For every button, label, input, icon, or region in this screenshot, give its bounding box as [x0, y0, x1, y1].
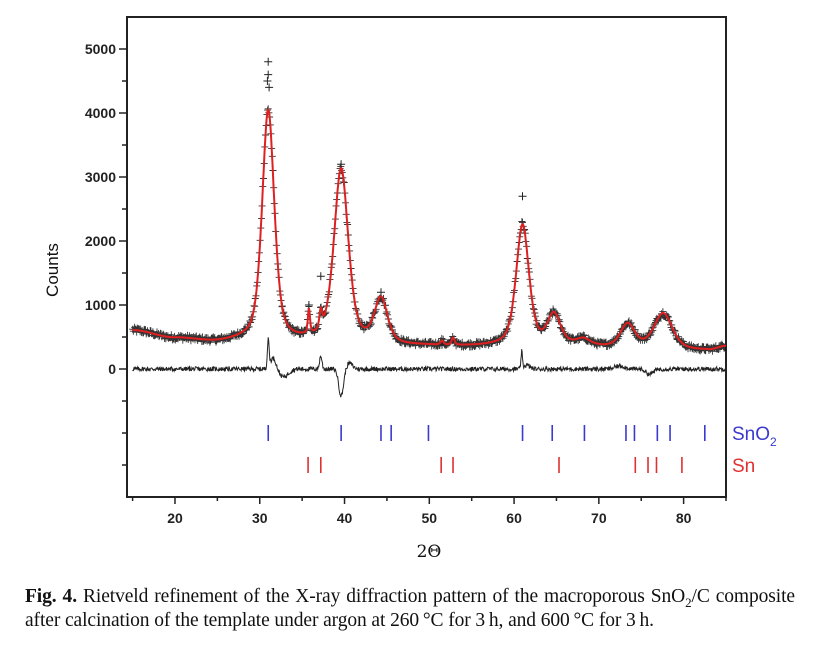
data-layer — [129, 57, 726, 473]
y-tick-label: 1000 — [85, 297, 116, 313]
y-tick-label: 5000 — [85, 41, 116, 57]
x-tick-label: 70 — [591, 510, 607, 526]
xrd-chart: 0 1000 2000 3000 4000 5000 20 30 40 50 60 70 80 SnO… — [43, 16, 777, 562]
x-axis-title: 2Θ — [417, 542, 442, 562]
phase-legend: SnO2 Sn — [732, 424, 777, 477]
x-tick-label: 20 — [167, 510, 183, 526]
x-tick-label: 60 — [506, 510, 522, 526]
y-tick-label: 0 — [108, 361, 116, 377]
x-tick-label: 40 — [337, 510, 353, 526]
legend-label-sn: Sn — [732, 456, 755, 477]
y-tick-label: 3000 — [85, 169, 116, 185]
x-tick-label: 80 — [676, 510, 692, 526]
observed-plus-markers — [129, 105, 726, 355]
calculated-line — [132, 107, 726, 351]
figure-caption: Fig. 4. Rietveld refinement of the X-ray… — [25, 585, 795, 633]
y-axis-title: Counts — [43, 243, 62, 297]
difference-line — [132, 337, 726, 398]
x-axis: 20 30 40 50 60 70 80 — [131, 497, 727, 526]
legend-label-sno2: SnO2 — [732, 424, 777, 449]
plot-frame — [126, 16, 727, 498]
x-tick-label: 30 — [252, 510, 268, 526]
caption-subscript: 2 — [685, 594, 692, 610]
y-tick-label: 2000 — [85, 233, 116, 249]
caption-text-1: Rietveld refinement of the X-ray diffrac… — [76, 586, 686, 607]
x-tick-label: 50 — [422, 510, 438, 526]
reflection-markers — [267, 425, 706, 473]
observed-outlier-markers — [263, 57, 527, 349]
observed-series — [129, 57, 726, 355]
y-axis: 0 1000 2000 3000 4000 5000 — [85, 41, 127, 466]
figure-label: Fig. 4. — [25, 586, 77, 607]
caption-text-2: /C composite after calcination of the te… — [25, 586, 795, 631]
y-tick-label: 4000 — [85, 105, 116, 121]
